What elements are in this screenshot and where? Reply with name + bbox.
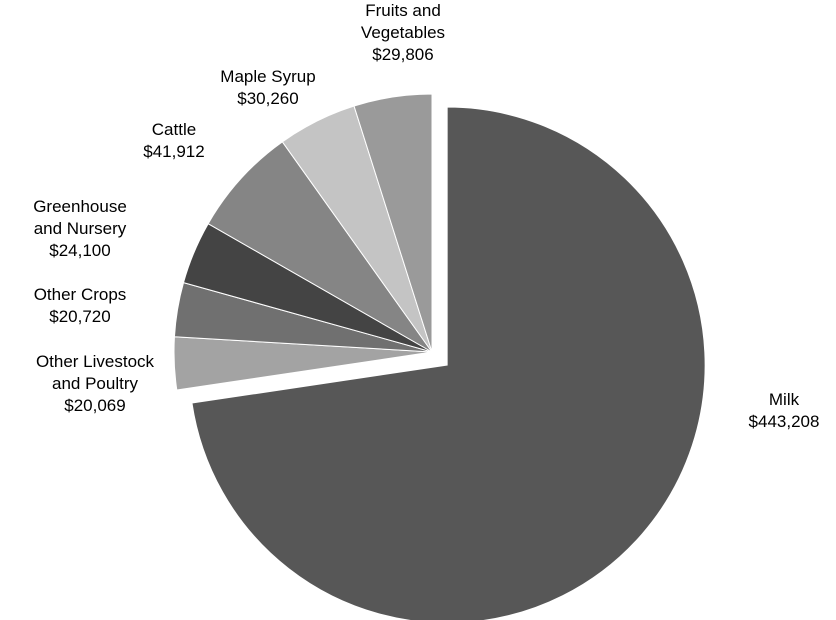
pie-slices bbox=[173, 93, 706, 620]
slice-label-maple-syrup: Maple Syrup $30,260 bbox=[220, 67, 315, 108]
slice-name: Vegetables bbox=[361, 23, 445, 42]
pie-labels: Milk $443,208 Other Livestock and Poultry $2… bbox=[33, 1, 819, 431]
slice-name: Other Crops bbox=[34, 285, 127, 304]
slice-name: Cattle bbox=[152, 120, 196, 139]
slice-label-other-crops: Other Crops $20,720 bbox=[34, 285, 127, 326]
slice-value: $24,100 bbox=[49, 241, 110, 260]
slice-label-milk: Milk $443,208 bbox=[749, 390, 820, 431]
slice-name: Other Livestock bbox=[36, 352, 155, 371]
pie-slice-fruits-and-vegetables bbox=[353, 93, 433, 353]
slice-label-cattle: Cattle $41,912 bbox=[143, 120, 204, 161]
pie-slice-milk bbox=[191, 106, 706, 620]
slice-label-greenhouse-and-nursery: Greenhouse and Nursery $24,100 bbox=[33, 197, 127, 260]
slice-value: $29,806 bbox=[372, 45, 433, 64]
slice-name: Fruits and bbox=[365, 1, 441, 20]
slice-name: Maple Syrup bbox=[220, 67, 315, 86]
slice-label-fruits-and-vegetables: Fruits and Vegetables $29,806 bbox=[361, 1, 445, 64]
slice-name: Greenhouse bbox=[33, 197, 127, 216]
slice-value: $443,208 bbox=[749, 412, 820, 431]
slice-label-other-livestock-and-poultry: Other Livestock and Poultry $20,069 bbox=[36, 352, 155, 415]
slice-name: and Poultry bbox=[52, 374, 138, 393]
slice-value: $30,260 bbox=[237, 89, 298, 108]
slice-value: $20,720 bbox=[49, 307, 110, 326]
slice-value: $41,912 bbox=[143, 142, 204, 161]
slice-value: $20,069 bbox=[64, 396, 125, 415]
pie-slice-cattle bbox=[207, 141, 433, 353]
slice-name: Milk bbox=[769, 390, 800, 409]
slice-name: and Nursery bbox=[34, 219, 127, 238]
